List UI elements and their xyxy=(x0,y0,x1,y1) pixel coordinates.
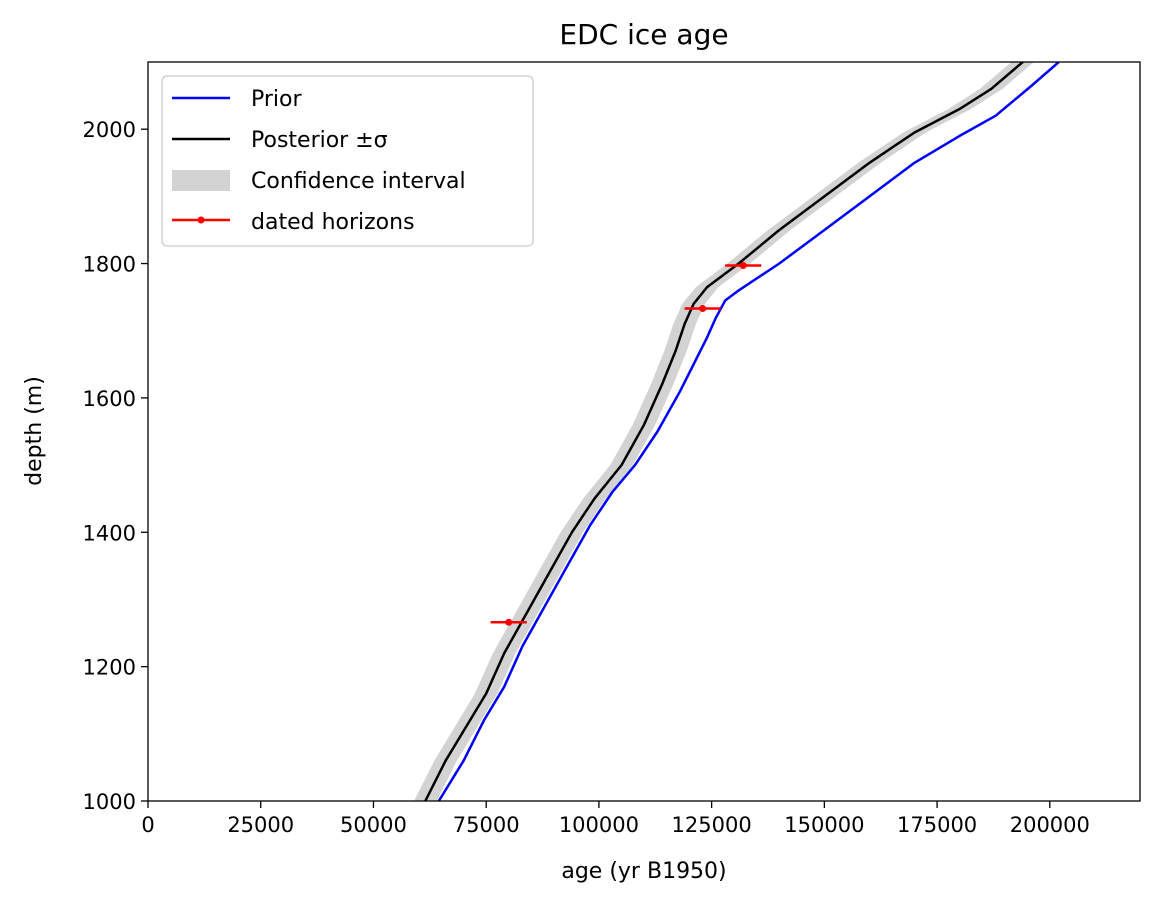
y-tick-label: 1200 xyxy=(83,656,136,680)
y-axis-label: depth (m) xyxy=(22,376,47,486)
dated-horizon-point xyxy=(505,618,513,626)
legend-prior-label: Prior xyxy=(251,87,302,112)
legend-dated-marker xyxy=(197,216,205,224)
prior-line xyxy=(437,62,1060,801)
dated-horizon xyxy=(490,618,527,626)
posterior-line xyxy=(424,62,1024,801)
legend-box xyxy=(161,75,534,247)
legend-confidence-swatch xyxy=(172,170,230,191)
dated-horizon-point xyxy=(739,262,747,270)
x-tick-label: 50000 xyxy=(340,813,407,837)
y-tick-label: 1000 xyxy=(83,790,136,814)
legend-dated-label: dated horizons xyxy=(251,210,415,235)
y-tick-label: 1400 xyxy=(83,521,136,545)
x-tick-label: 125000 xyxy=(672,813,752,837)
dated-horizon-point xyxy=(699,305,707,313)
x-tick-label: 150000 xyxy=(784,813,864,837)
legend-posterior-label: Posterior ±σ xyxy=(251,128,388,153)
y-axis: 1000 1200 1400 1600 1800 2000 xyxy=(83,118,148,814)
x-axis: 0 25000 50000 75000 100000 125000 150000 175000… xyxy=(141,801,1090,837)
plot-area xyxy=(414,62,1060,801)
y-tick-label: 1800 xyxy=(83,253,136,277)
chart-title: EDC ice age xyxy=(559,18,728,51)
y-tick-label: 1600 xyxy=(83,387,136,411)
x-tick-label: 25000 xyxy=(227,813,294,837)
dated-horizon xyxy=(725,262,762,270)
x-tick-label: 200000 xyxy=(1010,813,1090,837)
legend-confidence-label: Confidence interval xyxy=(251,169,466,194)
x-tick-label: 100000 xyxy=(559,813,639,837)
x-tick-label: 75000 xyxy=(453,813,520,837)
legend: Prior Posterior ±σ Confidence interval d… xyxy=(161,75,534,247)
plot-frame xyxy=(147,61,1141,802)
x-tick-label: 0 xyxy=(141,813,154,837)
dated-horizon xyxy=(684,305,721,313)
y-tick-label: 2000 xyxy=(83,118,136,142)
x-axis-label: age (yr B1950) xyxy=(561,859,726,884)
x-tick-label: 175000 xyxy=(897,813,977,837)
confidence-band xyxy=(414,62,1034,801)
